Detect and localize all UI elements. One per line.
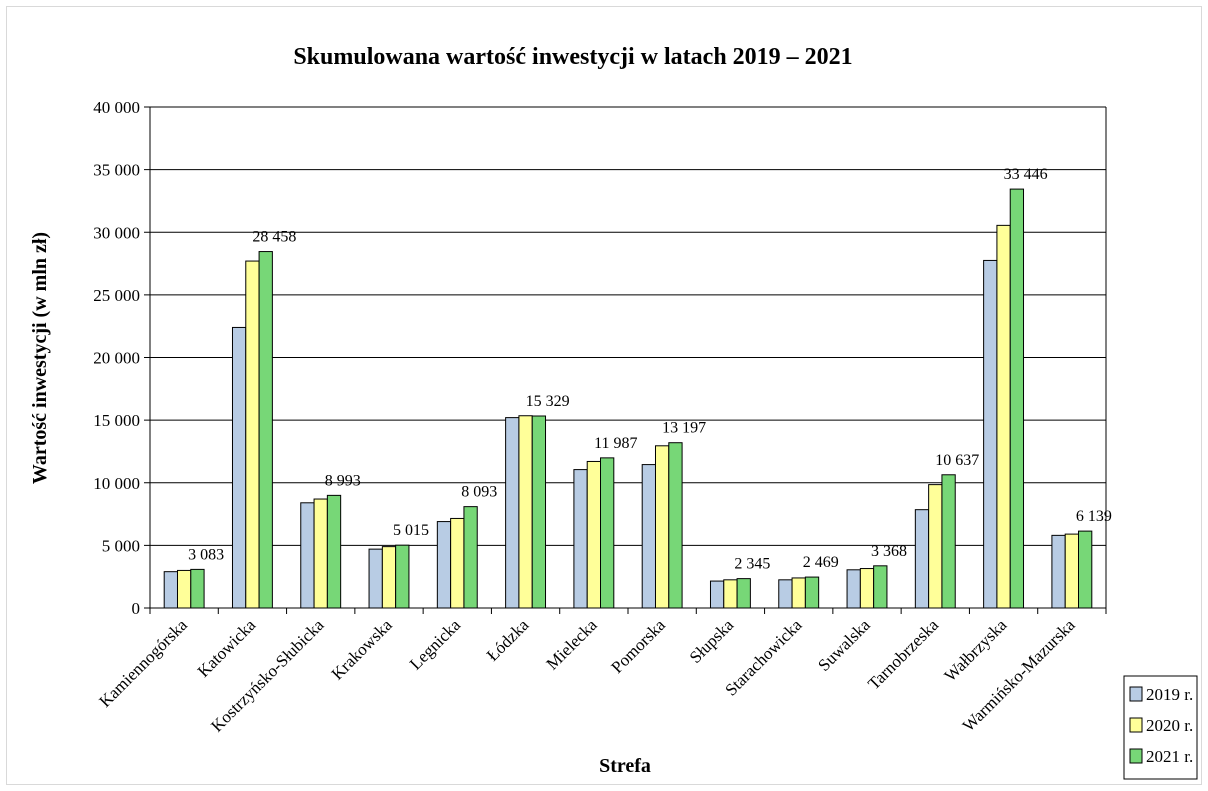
gridlines — [150, 106, 1106, 546]
category-label: Krakowska — [328, 615, 397, 684]
data-label: 8 093 — [461, 484, 497, 501]
data-label: 5 015 — [393, 522, 429, 539]
bar — [190, 568, 205, 609]
data-label: 8 993 — [325, 472, 361, 489]
bar — [846, 569, 861, 609]
y-tick-label: 0 — [132, 599, 141, 618]
bar — [654, 445, 670, 609]
data-label: 3 083 — [188, 546, 224, 563]
bar — [983, 259, 998, 609]
bar — [641, 464, 656, 609]
bar — [258, 251, 273, 609]
y-axis-title: Wartość inwestycji (w mln zł) — [29, 232, 51, 484]
category-label: Słupska — [686, 615, 738, 667]
bar — [668, 442, 683, 609]
bar — [368, 548, 383, 609]
bar — [941, 474, 956, 609]
bar — [231, 326, 247, 609]
x-axis-title: Strefa — [599, 755, 651, 777]
bar — [996, 224, 1011, 609]
y-tick-label: 35 000 — [93, 161, 140, 180]
bar — [436, 521, 452, 609]
bar — [326, 494, 342, 609]
bar — [463, 506, 478, 609]
category-label: Katowicka — [194, 615, 260, 681]
data-labels: 3 083 28 458 8 993 5 015 8 093 15 329 11 987 13… — [188, 166, 1112, 573]
category-label: Suwalska — [814, 615, 874, 675]
bar — [450, 517, 465, 609]
category-label: Tarnobrzeska — [864, 615, 942, 693]
bar — [300, 502, 315, 609]
bar — [505, 417, 520, 609]
category-label: Kamiennogórska — [95, 615, 191, 711]
bar — [586, 460, 602, 609]
bar — [804, 576, 820, 609]
legend: 2019 r. 2020 r. 2021 r. — [1123, 675, 1198, 780]
bar — [245, 260, 260, 609]
category-label: Kostrzyńsko-Słubicka — [207, 615, 328, 736]
bar — [518, 415, 533, 609]
y-tick-label: 5 000 — [102, 536, 140, 555]
bar — [859, 568, 875, 609]
data-label: 10 637 — [935, 452, 979, 469]
bar — [176, 569, 192, 609]
bar — [1078, 530, 1093, 609]
data-label: 33 446 — [1004, 166, 1048, 183]
category-label: Pomorska — [607, 615, 669, 677]
y-tick-label: 10 000 — [93, 474, 140, 493]
bar — [914, 509, 930, 609]
bar — [736, 578, 751, 609]
bar — [395, 544, 410, 609]
y-tick-label: 30 000 — [93, 223, 140, 242]
bar — [791, 577, 806, 609]
chart-frame — [6, 6, 1202, 785]
data-label: 2 345 — [734, 556, 770, 573]
bar — [873, 565, 888, 609]
category-label: Łódzka — [483, 615, 533, 665]
bar — [1009, 188, 1025, 609]
category-label: Mielecka — [543, 615, 601, 673]
legend-label: 2020 r. — [1146, 716, 1193, 735]
data-label: 15 329 — [526, 393, 570, 410]
legend-swatch — [1129, 686, 1143, 702]
legend-label: 2021 r. — [1146, 747, 1193, 766]
legend-swatch — [1129, 748, 1143, 764]
bar — [709, 580, 725, 609]
legend-swatch — [1129, 717, 1143, 733]
chart-title: Skumulowana wartość inwestycji w latach … — [293, 44, 852, 70]
y-tick-label: 15 000 — [93, 411, 140, 430]
bar — [928, 484, 943, 609]
bar — [600, 457, 615, 609]
y-tick-label: 40 000 — [93, 98, 140, 117]
y-tick-label: 20 000 — [93, 349, 140, 368]
bar — [723, 579, 738, 609]
data-label: 13 197 — [662, 420, 706, 437]
category-label: Wałbrzyska — [941, 615, 1011, 685]
data-label: 3 368 — [871, 543, 907, 560]
category-label: Legnicka — [406, 615, 464, 673]
bar — [381, 546, 397, 609]
data-label: 28 458 — [252, 229, 296, 246]
data-label: 2 469 — [803, 554, 839, 571]
y-tick-label: 25 000 — [93, 286, 140, 305]
legend-label: 2019 r. — [1146, 685, 1193, 704]
bar — [573, 469, 588, 609]
data-label: 11 987 — [594, 435, 637, 452]
bar — [531, 415, 547, 609]
bar — [1064, 533, 1080, 609]
data-label: 6 139 — [1076, 508, 1112, 525]
bar — [163, 571, 178, 609]
bar — [778, 579, 793, 609]
bar — [313, 498, 328, 609]
category-label: Warmińsko-Mazurska — [959, 615, 1079, 735]
bar — [1051, 534, 1066, 609]
